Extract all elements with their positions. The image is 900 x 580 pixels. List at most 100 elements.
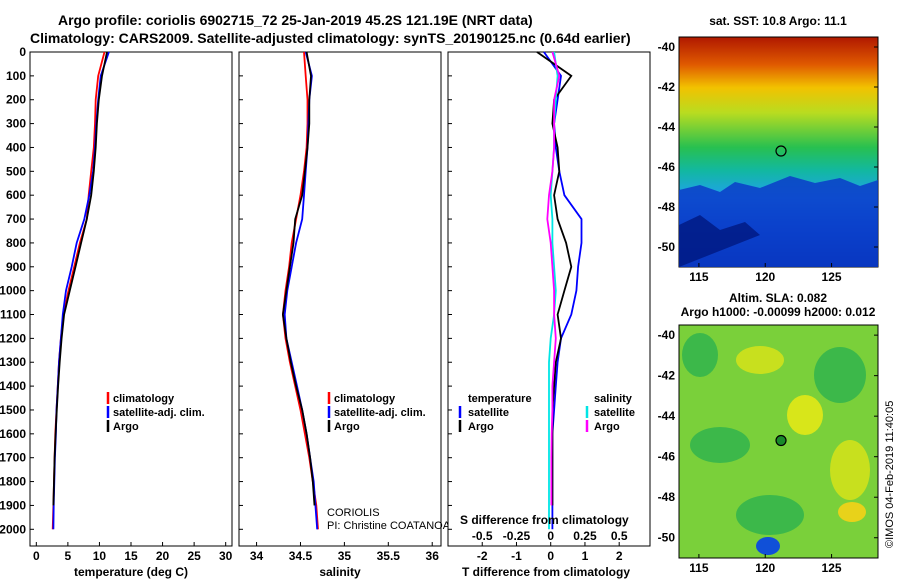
y-tick-label: 1500 [0, 403, 26, 417]
lat-tick-label: -46 [658, 160, 676, 174]
sla-low-blob [814, 347, 866, 403]
salinity-xlabel: salinity [319, 565, 361, 579]
sla-blobs [682, 333, 870, 555]
temperature-panel: 0100200300400500600700800900100011001200… [0, 45, 233, 579]
x-tick-label: 5 [65, 549, 72, 563]
y-tick-label: 1900 [0, 498, 26, 512]
argo-float-marker [775, 434, 787, 447]
x-tick-label: 30 [219, 549, 233, 563]
sst-lat-tick-labels: -40 -42 -44 -46 -48 -50 [658, 40, 878, 254]
lat-tick-label: -42 [658, 80, 676, 94]
legend-title-temperature: temperature [468, 393, 532, 405]
s-difference-xlabel: S difference from climatology [460, 513, 629, 527]
lat-tick-label: -42 [658, 369, 676, 383]
x-tick-label: 15 [124, 549, 138, 563]
x-tick-label: 34 [250, 549, 264, 563]
temperature-legend: climatology satellite-adj. clim. Argo [106, 392, 205, 433]
title-line-2: Climatology: CARS2009. Satellite-adjuste… [30, 30, 631, 46]
legend-label-satellite: satellite-adj. clim. [113, 407, 205, 419]
imos-timestamp: ©IMOS 04-Feb-2019 11:40:05 [884, 401, 896, 548]
legend-label-s-satellite: satellite [594, 407, 635, 419]
sla-lat-tick-labels: -40 -42 -44 -46 -48 -50 [658, 328, 878, 545]
argo-float-marker [775, 145, 787, 157]
lat-tick-label: -40 [658, 328, 676, 342]
salinity-legend: climatology satellite-adj. clim. Argo [327, 392, 426, 433]
y-tick-label: 300 [6, 117, 26, 131]
difference-legend-temperature: temperature satellite Argo [458, 393, 532, 433]
lon-tick-label: 115 [689, 270, 709, 284]
lon-tick-label: 120 [755, 270, 775, 284]
s-difference-tick-labels: -0.5 -0.25 0 0.25 0.5 [472, 529, 628, 543]
s-diff-tick-label: 0 [547, 529, 554, 543]
sla-low-blob [690, 427, 750, 463]
legend-title-salinity: salinity [594, 393, 633, 405]
y-tick-label: 1600 [0, 427, 26, 441]
series-line-argo [281, 51, 316, 506]
sst-map-title: sat. SST: 10.8 Argo: 11.1 [709, 14, 847, 28]
x-tick-label: 35.5 [377, 549, 401, 563]
legend-label-argo: Argo [334, 421, 360, 433]
lat-tick-label: -50 [658, 531, 676, 545]
series-line-argo [52, 51, 108, 506]
salinity-axes-frame [238, 51, 442, 547]
legend-label-s-argo: Argo [594, 421, 620, 433]
salinity-tick-labels: 34 34.5 35 35.5 36 [239, 51, 440, 563]
x-tick-label: 2 [616, 549, 623, 563]
lat-tick-label: -44 [658, 120, 676, 134]
y-tick-label: 600 [6, 188, 26, 202]
legend-label-t-argo: Argo [468, 421, 494, 433]
lat-tick-label: -50 [658, 240, 676, 254]
x-tick-label: 36 [426, 549, 440, 563]
legend-label-climatology: climatology [334, 393, 396, 405]
s-diff-tick-label: -0.5 [472, 529, 493, 543]
x-tick-label: 1 [582, 549, 589, 563]
y-tick-label: 800 [6, 236, 26, 250]
lat-tick-label: -46 [658, 450, 676, 464]
y-tick-label: 200 [6, 93, 26, 107]
sst-coldest-region [679, 215, 760, 267]
sla-deep-blob [756, 537, 780, 555]
sst-lon-tick-labels: 115 120 125 [689, 263, 842, 284]
difference-series [536, 51, 583, 530]
depth-tick-labels: 0 100 200 300 400 500 600 700 800 900 1000 1100 1200… [0, 45, 26, 536]
title-line-1: Argo profile: coriolis 6902715_72 25-Jan… [58, 12, 533, 28]
x-tick-label: -1 [511, 549, 522, 563]
legend-label-satellite: satellite-adj. clim. [334, 407, 426, 419]
data-center-annotation: CORIOLIS [327, 507, 380, 519]
series-line-s-argo [546, 51, 561, 506]
t-difference-xlabel: T difference from climatology [462, 565, 630, 579]
x-tick-label: -2 [477, 549, 488, 563]
y-tick-label: 1400 [0, 379, 26, 393]
y-tick-label: 1100 [0, 308, 26, 322]
x-tick-label: 10 [93, 549, 107, 563]
difference-tick-labels: -2 -1 0 1 2 [448, 51, 623, 563]
y-tick-label: 100 [6, 69, 26, 83]
lon-tick-label: 125 [822, 270, 842, 284]
x-tick-label: 0 [547, 549, 554, 563]
x-tick-label: 25 [187, 549, 201, 563]
sla-lon-tick-labels: 115 120 125 [689, 554, 842, 575]
lat-tick-label: -40 [658, 40, 676, 54]
x-tick-label: 34.5 [289, 549, 313, 563]
sla-high-blob [787, 395, 823, 435]
legend-label-t-satellite: satellite [468, 407, 509, 419]
y-tick-label: 400 [6, 140, 26, 154]
lon-tick-label: 120 [755, 561, 775, 575]
lat-tick-label: -48 [658, 490, 676, 504]
temperature-tick-labels: 0 5 10 15 20 25 30 [30, 51, 233, 563]
salinity-panel: 34 34.5 35 35.5 36 salinity climatology sate… [238, 51, 458, 579]
y-tick-label: 700 [6, 212, 26, 226]
legend-label-argo: Argo [113, 421, 139, 433]
sla-map-title-1: Altim. SLA: 0.082 [729, 291, 827, 305]
sla-high-blob [736, 346, 784, 374]
s-diff-tick-label: 0.25 [573, 529, 597, 543]
s-diff-tick-label: 0.5 [611, 529, 628, 543]
y-tick-label: 900 [6, 260, 26, 274]
sla-high-blob [830, 440, 870, 500]
x-tick-label: 20 [156, 549, 170, 563]
temperature-series [51, 51, 110, 530]
y-tick-label: 0 [19, 45, 26, 59]
lon-tick-label: 115 [689, 561, 709, 575]
x-tick-label: 35 [338, 549, 352, 563]
